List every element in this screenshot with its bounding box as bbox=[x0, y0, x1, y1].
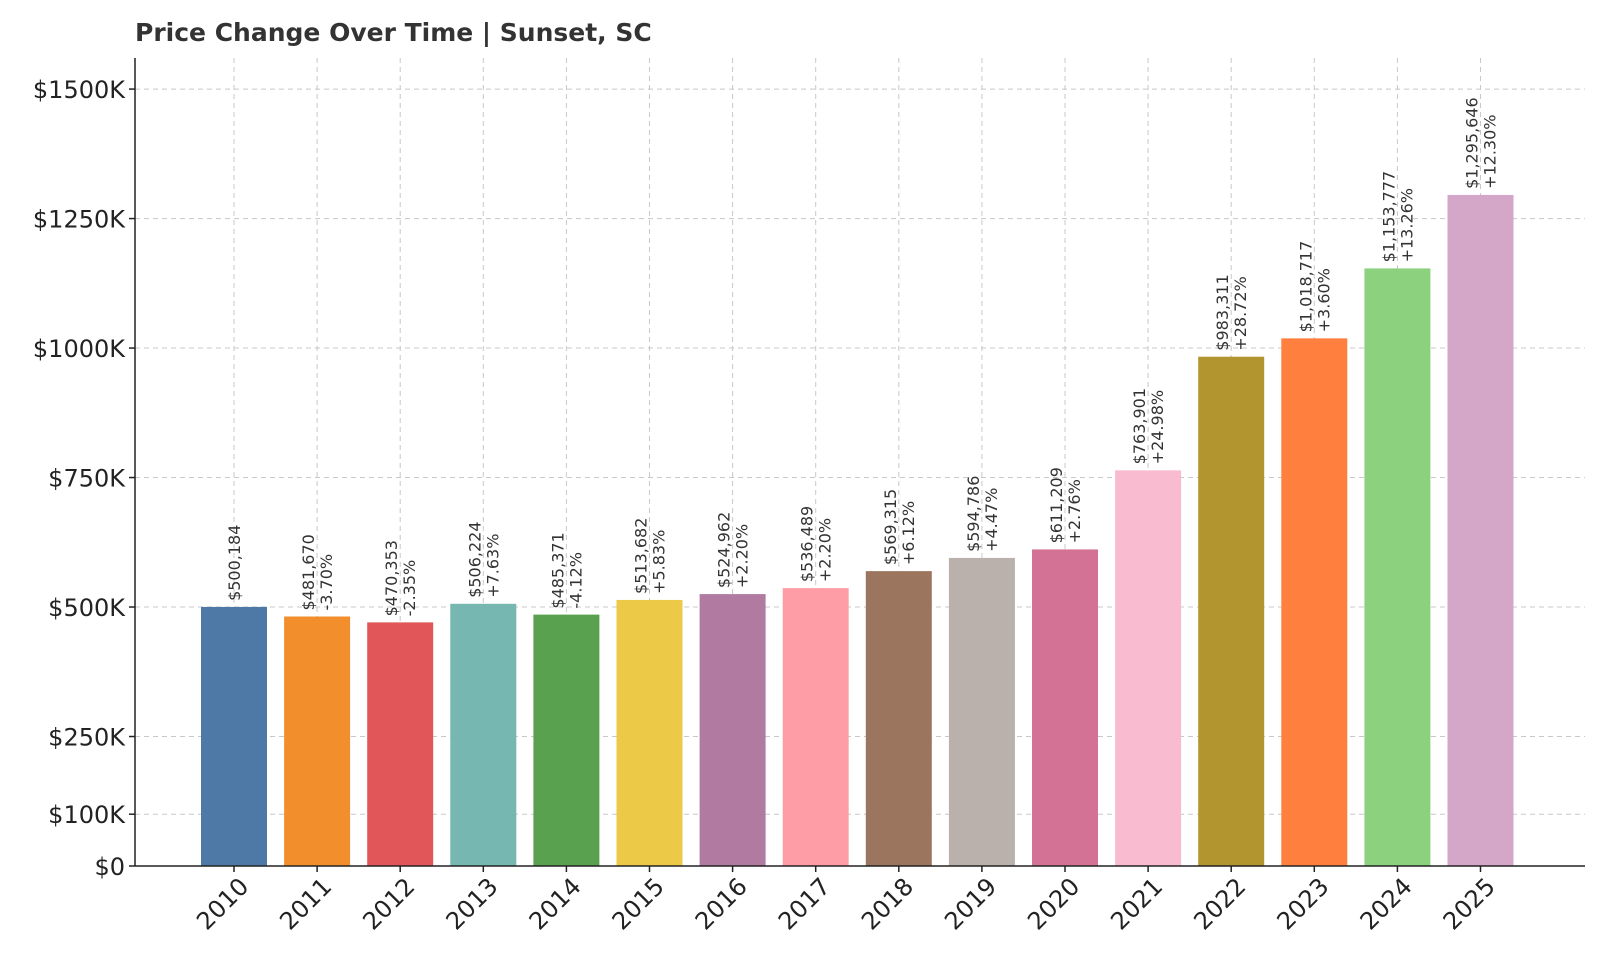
x-tick-label: 2013 bbox=[441, 872, 504, 935]
change-label: +4.47% bbox=[982, 488, 1001, 552]
bar-2022 bbox=[1198, 356, 1265, 866]
data-labels: $500,184 $481,670 -3.70% $470,353 -2.35% $506… bbox=[225, 97, 1500, 616]
value-label: $485,371 bbox=[548, 532, 567, 608]
value-label: $1,018,717 bbox=[1296, 241, 1315, 333]
x-tick-label: 2024 bbox=[1355, 872, 1418, 935]
value-label: $763,901 bbox=[1130, 388, 1149, 464]
value-label: $1,153,777 bbox=[1379, 171, 1398, 263]
bars bbox=[201, 194, 1514, 867]
bar-2012 bbox=[367, 622, 434, 866]
x-tick-label: 2025 bbox=[1438, 872, 1501, 935]
change-label: +2.76% bbox=[1065, 479, 1084, 543]
change-label: +28.72% bbox=[1231, 276, 1250, 350]
value-label: $524,962 bbox=[715, 512, 734, 588]
x-tick-label: 2012 bbox=[357, 872, 420, 935]
change-label: +2.20% bbox=[816, 518, 835, 582]
value-label: $481,670 bbox=[299, 534, 318, 610]
data-label-group: $1,295,646 +12.30% bbox=[1463, 97, 1500, 189]
y-tick-label: $250K bbox=[48, 724, 126, 752]
y-tick-label: $750K bbox=[48, 465, 126, 493]
bar-2018 bbox=[865, 571, 932, 866]
change-label: +5.83% bbox=[650, 530, 669, 594]
change-label: -4.12% bbox=[566, 552, 585, 609]
data-label-group: $485,371 -4.12% bbox=[548, 532, 585, 608]
value-label: $470,353 bbox=[382, 540, 401, 616]
x-tick-label: 2018 bbox=[856, 872, 919, 935]
value-label: $611,209 bbox=[1047, 467, 1066, 543]
x-tick-label: 2010 bbox=[191, 872, 254, 935]
data-label-group: $611,209 +2.76% bbox=[1047, 467, 1084, 543]
value-label: $594,786 bbox=[964, 476, 983, 552]
y-tick-label: $500K bbox=[48, 594, 126, 622]
bar-2025 bbox=[1447, 194, 1514, 866]
value-label: $500,184 bbox=[225, 525, 244, 601]
x-tick-label: 2015 bbox=[607, 872, 670, 935]
bar-2016 bbox=[699, 594, 766, 866]
change-label: -3.70% bbox=[317, 554, 336, 611]
change-label: -2.35% bbox=[400, 560, 419, 617]
x-tick-label: 2016 bbox=[690, 872, 753, 935]
bar-2014 bbox=[533, 614, 600, 866]
data-label-group: $524,962 +2.20% bbox=[715, 512, 752, 588]
data-label-group: $513,682 +5.83% bbox=[632, 518, 669, 594]
bar-2011 bbox=[284, 616, 351, 866]
value-label: $983,311 bbox=[1213, 274, 1232, 350]
data-label-group: $500,184 bbox=[225, 525, 244, 601]
change-label: +7.63% bbox=[483, 534, 502, 598]
change-label: +12.30% bbox=[1481, 114, 1500, 188]
x-tick-label: 2021 bbox=[1105, 872, 1168, 935]
value-label: $506,224 bbox=[465, 521, 484, 597]
change-label: +24.98% bbox=[1148, 390, 1167, 464]
bar-2015 bbox=[616, 599, 683, 866]
y-tick-label: $1000K bbox=[33, 335, 126, 363]
data-label-group: $983,311 +28.72% bbox=[1213, 274, 1250, 350]
bar-2024 bbox=[1364, 268, 1431, 866]
x-tick-label: 2020 bbox=[1022, 872, 1085, 935]
data-label-group: $506,224 +7.63% bbox=[465, 521, 502, 597]
y-tick-label: $0 bbox=[94, 853, 125, 881]
x-tick-label: 2019 bbox=[939, 872, 1002, 935]
bar-2020 bbox=[1032, 549, 1098, 866]
data-label-group: $569,315 +6.12% bbox=[881, 489, 918, 565]
data-label-group: $470,353 -2.35% bbox=[382, 540, 419, 616]
data-label-group: $1,018,717 +3.60% bbox=[1296, 241, 1333, 333]
y-tick-label: $100K bbox=[48, 801, 126, 829]
x-tick-label: 2011 bbox=[274, 872, 337, 935]
value-label: $513,682 bbox=[632, 518, 651, 594]
bar-2017 bbox=[782, 588, 849, 866]
x-tick-label: 2023 bbox=[1272, 872, 1335, 935]
y-tick-label: $1250K bbox=[33, 206, 126, 234]
change-label: +6.12% bbox=[899, 501, 918, 565]
change-label: +2.20% bbox=[733, 524, 752, 588]
change-label: +13.26% bbox=[1397, 188, 1416, 262]
bar-2019 bbox=[948, 557, 1015, 866]
value-label: $536,489 bbox=[798, 506, 817, 582]
bar-2010 bbox=[201, 606, 267, 866]
data-label-group: $594,786 +4.47% bbox=[964, 476, 1001, 552]
y-tick-label: $1500K bbox=[33, 76, 126, 104]
bar-2013 bbox=[450, 603, 517, 866]
data-label-group: $763,901 +24.98% bbox=[1130, 388, 1167, 464]
chart-title: Price Change Over Time | Sunset, SC bbox=[135, 18, 652, 47]
x-tick-label: 2022 bbox=[1188, 872, 1251, 935]
value-label: $1,295,646 bbox=[1463, 97, 1482, 189]
change-label: +3.60% bbox=[1314, 268, 1333, 332]
data-label-group: $1,153,777 +13.26% bbox=[1379, 171, 1416, 263]
bar-2023 bbox=[1281, 338, 1348, 867]
data-label-group: $481,670 -3.70% bbox=[299, 534, 336, 610]
x-tick-label: 2017 bbox=[773, 872, 836, 935]
value-label: $569,315 bbox=[881, 489, 900, 565]
bar-2021 bbox=[1115, 470, 1182, 866]
data-label-group: $536,489 +2.20% bbox=[798, 506, 835, 582]
x-tick-label: 2014 bbox=[524, 872, 587, 935]
